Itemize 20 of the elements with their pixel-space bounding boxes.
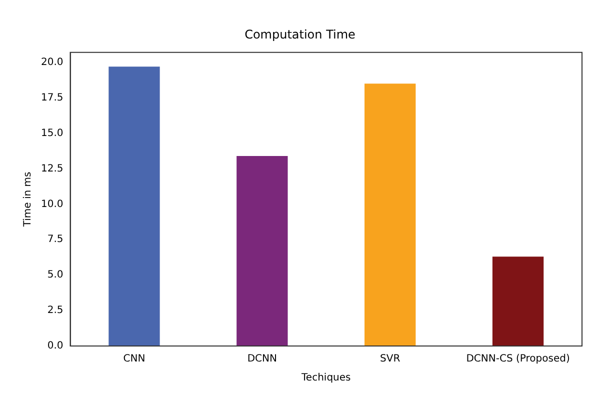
bar <box>492 256 544 346</box>
y-tick-label: 20.0 <box>41 56 64 68</box>
chart-title: Computation Time <box>244 27 356 42</box>
bar <box>364 84 416 346</box>
y-tick-label: 2.5 <box>47 305 64 316</box>
y-tick-label: 12.5 <box>41 163 64 174</box>
y-axis-title: Time in ms <box>22 172 34 228</box>
x-tick-label: DCNN-CS (Proposed) <box>466 354 570 365</box>
x-tick-label: CNN <box>123 354 146 365</box>
x-tick-label: DCNN <box>247 354 277 365</box>
y-tick-label: 5.0 <box>47 270 64 281</box>
x-tick-label: SVR <box>380 354 400 365</box>
y-tick-label: 10.0 <box>41 198 64 210</box>
bar <box>108 66 160 346</box>
y-tick-label: 0.0 <box>47 340 64 352</box>
y-tick-label: 15.0 <box>41 128 64 139</box>
x-axis-title: Techiques <box>300 372 351 384</box>
y-tick-label: 17.5 <box>41 92 64 104</box>
y-tick-label: 7.5 <box>47 234 64 246</box>
bar <box>236 156 288 346</box>
